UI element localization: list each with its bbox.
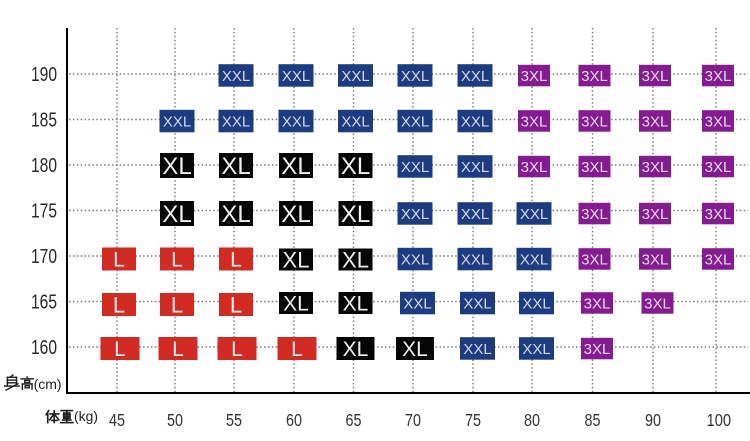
svg-text:3XL: 3XL — [581, 206, 608, 223]
svg-text:XXL: XXL — [463, 341, 491, 358]
svg-text:3XL: 3XL — [581, 113, 608, 130]
svg-text:XXL: XXL — [401, 159, 429, 176]
svg-text:3XL: 3XL — [584, 295, 611, 312]
svg-text:XL: XL — [162, 153, 191, 180]
svg-text:L: L — [113, 249, 125, 272]
svg-text:XXL: XXL — [520, 206, 548, 223]
svg-text:XXL: XXL — [401, 68, 429, 85]
svg-text:85: 85 — [585, 410, 601, 430]
svg-text:XL: XL — [281, 201, 310, 228]
svg-text:(kg): (kg) — [74, 408, 98, 424]
svg-text:XXL: XXL — [461, 206, 489, 223]
svg-text:3XL: 3XL — [642, 68, 669, 85]
svg-text:3XL: 3XL — [584, 341, 611, 358]
svg-text:3XL: 3XL — [581, 159, 608, 176]
svg-text:XXL: XXL — [341, 68, 369, 85]
svg-text:3XL: 3XL — [642, 159, 669, 176]
svg-text:100: 100 — [707, 410, 732, 430]
svg-text:55: 55 — [226, 410, 242, 430]
svg-text:3XL: 3XL — [521, 113, 548, 130]
svg-text:XXL: XXL — [522, 295, 550, 312]
svg-text:50: 50 — [167, 410, 183, 430]
svg-text:XXL: XXL — [222, 113, 250, 130]
svg-text:3XL: 3XL — [705, 159, 732, 176]
svg-text:3XL: 3XL — [644, 295, 671, 312]
svg-text:(cm): (cm) — [34, 376, 62, 392]
svg-text:3XL: 3XL — [705, 206, 732, 223]
svg-text:75: 75 — [465, 410, 481, 430]
svg-text:160: 160 — [31, 337, 57, 359]
svg-text:3XL: 3XL — [642, 206, 669, 223]
svg-text:XXL: XXL — [282, 68, 310, 85]
svg-text:3XL: 3XL — [642, 113, 669, 130]
svg-text:XXL: XXL — [401, 206, 429, 223]
svg-text:3XL: 3XL — [581, 251, 608, 268]
svg-text:190: 190 — [31, 64, 57, 86]
svg-text:XL: XL — [402, 338, 428, 361]
svg-text:XXL: XXL — [461, 159, 489, 176]
svg-text:L: L — [172, 338, 184, 361]
svg-text:3XL: 3XL — [581, 68, 608, 85]
svg-text:L: L — [171, 292, 183, 317]
svg-text:XXL: XXL — [461, 251, 489, 268]
svg-text:XL: XL — [283, 293, 309, 316]
svg-text:L: L — [291, 338, 303, 361]
svg-text:XXL: XXL — [461, 68, 489, 85]
svg-text:L: L — [230, 249, 242, 272]
svg-text:XXL: XXL — [282, 113, 310, 130]
svg-text:XXL: XXL — [461, 113, 489, 130]
svg-text:3XL: 3XL — [521, 159, 548, 176]
svg-text:XXL: XXL — [401, 251, 429, 268]
svg-text:XL: XL — [283, 247, 310, 272]
svg-text:XL: XL — [341, 153, 370, 180]
svg-text:80: 80 — [524, 410, 540, 430]
svg-text:3XL: 3XL — [705, 68, 732, 85]
svg-text:3XL: 3XL — [642, 251, 669, 268]
svg-text:XL: XL — [221, 153, 250, 180]
svg-text:XXL: XXL — [222, 68, 250, 85]
svg-text:3XL: 3XL — [705, 113, 732, 130]
svg-text:XL: XL — [342, 247, 369, 272]
svg-text:180: 180 — [31, 155, 57, 177]
svg-text:L: L — [230, 292, 242, 317]
svg-text:XXL: XXL — [522, 341, 550, 358]
svg-text:60: 60 — [286, 410, 302, 430]
svg-text:90: 90 — [645, 410, 661, 430]
svg-text:L: L — [231, 338, 243, 361]
svg-text:XXL: XXL — [463, 295, 491, 312]
svg-text:XXL: XXL — [163, 113, 191, 130]
svg-text:3XL: 3XL — [705, 251, 732, 268]
svg-text:L: L — [113, 292, 125, 317]
svg-text:70: 70 — [405, 410, 421, 430]
svg-text:45: 45 — [109, 410, 125, 430]
svg-text:L: L — [114, 338, 126, 361]
svg-text:XL: XL — [221, 201, 250, 228]
svg-text:3XL: 3XL — [521, 68, 548, 85]
svg-text:65: 65 — [346, 410, 362, 430]
svg-text:XXL: XXL — [401, 113, 429, 130]
svg-text:XL: XL — [162, 201, 191, 228]
svg-text:170: 170 — [31, 246, 57, 268]
svg-text:XXL: XXL — [341, 113, 369, 130]
svg-text:XXL: XXL — [520, 251, 548, 268]
svg-text:XL: XL — [281, 153, 310, 180]
svg-text:185: 185 — [31, 110, 57, 132]
svg-text:L: L — [171, 249, 183, 272]
svg-text:165: 165 — [31, 292, 57, 314]
svg-text:XL: XL — [343, 293, 369, 316]
svg-text:175: 175 — [31, 201, 57, 223]
svg-text:XL: XL — [343, 338, 369, 361]
svg-text:XXL: XXL — [403, 295, 431, 312]
svg-text:XL: XL — [341, 201, 370, 228]
